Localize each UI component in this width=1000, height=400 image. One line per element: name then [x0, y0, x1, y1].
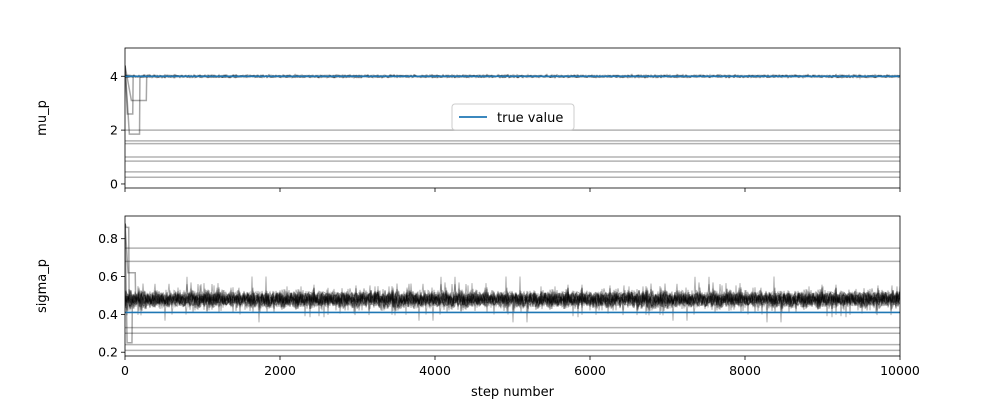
chain-trace [125, 276, 900, 323]
chain-trace [125, 276, 900, 316]
x-tick-label: 2000 [264, 363, 296, 378]
x-tick-label: 4000 [419, 363, 451, 378]
y-tick-label: 0.6 [98, 269, 118, 284]
y-tick-label: 0.8 [98, 231, 118, 246]
chain-trace [125, 276, 900, 317]
sigma-p-panel: 0.2 0.4 0.6 0.8 0 2000 4000 6000 8000 10000 sigma_… [35, 215, 920, 400]
burn-in-trace [125, 223, 137, 300]
y-tick-label: 2 [110, 123, 118, 138]
burn-in-trace [125, 65, 148, 102]
chain-trace [125, 276, 900, 321]
plot-area [125, 65, 900, 178]
x-tick-label: 10000 [880, 363, 920, 378]
chain-trace [125, 276, 900, 323]
y-tick-label: 4 [110, 69, 118, 84]
y-tick-label: 0.2 [98, 345, 118, 360]
y-tick-label: 0 [110, 176, 118, 191]
chain-trace [125, 276, 900, 317]
chain-trace [125, 276, 900, 323]
y-axis-label: mu_p [35, 100, 50, 136]
chain-trace [125, 283, 900, 321]
axes-frame [124, 47, 901, 189]
chain-trace [125, 276, 900, 316]
mu-p-panel: 0 2 4 mu_p true value [35, 47, 901, 192]
plot-area [125, 223, 900, 352]
x-tick-label: 6000 [574, 363, 606, 378]
x-tick-label: 0 [121, 363, 129, 378]
chain-trace [125, 283, 900, 321]
axes-frame [124, 215, 901, 357]
burn-in-trace [125, 223, 130, 300]
x-axis-label: step number [471, 385, 555, 400]
chain-trace [125, 283, 900, 321]
chain-trace [125, 276, 900, 323]
burn-in-trace [125, 65, 141, 135]
chain-trace [125, 283, 900, 321]
legend-label: true value [497, 111, 563, 126]
x-tick-label: 8000 [729, 363, 761, 378]
burn-in-trace [125, 223, 134, 344]
legend: true value [451, 103, 575, 131]
y-tick-label: 0.4 [98, 307, 118, 322]
chain-trace [125, 276, 900, 323]
burn-in-trace [125, 65, 134, 115]
y-axis-label: sigma_p [35, 259, 50, 313]
